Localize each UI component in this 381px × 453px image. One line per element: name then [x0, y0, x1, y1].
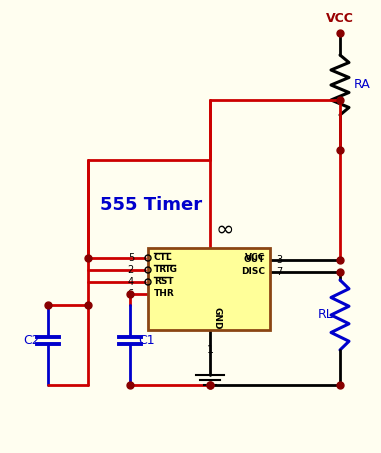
Text: 1: 1: [207, 345, 213, 355]
Bar: [148, 248, 270, 330]
Text: TRIG: TRIG: [154, 265, 178, 275]
Text: VCC: VCC: [245, 254, 265, 262]
Text: CTL: CTL: [154, 254, 173, 262]
Text: RL: RL: [318, 308, 334, 322]
Text: C2: C2: [23, 333, 40, 347]
Text: VCC: VCC: [326, 12, 354, 25]
Text: ∞: ∞: [216, 220, 234, 240]
Text: RA: RA: [354, 78, 371, 92]
Text: 7: 7: [276, 267, 282, 277]
Text: 3: 3: [276, 255, 282, 265]
Text: RST: RST: [154, 278, 174, 286]
Text: DISC: DISC: [241, 268, 265, 276]
Text: 5: 5: [128, 253, 134, 263]
Text: 6: 6: [128, 289, 134, 299]
Text: GND: GND: [213, 307, 221, 329]
Text: 2: 2: [128, 265, 134, 275]
Text: OUT: OUT: [243, 255, 265, 265]
Text: THR: THR: [154, 289, 175, 299]
Text: 4: 4: [128, 277, 134, 287]
Text: C1: C1: [138, 333, 155, 347]
Text: 555 Timer: 555 Timer: [100, 196, 202, 214]
